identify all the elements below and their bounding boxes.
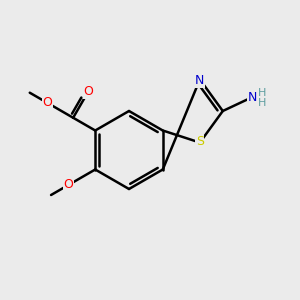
Text: O: O [83, 85, 93, 98]
Text: O: O [42, 96, 52, 109]
Text: O: O [64, 178, 74, 191]
Text: H: H [257, 98, 266, 108]
Text: S: S [196, 135, 204, 148]
Text: N: N [195, 74, 205, 87]
Text: H: H [257, 88, 266, 98]
Text: N: N [248, 91, 257, 104]
